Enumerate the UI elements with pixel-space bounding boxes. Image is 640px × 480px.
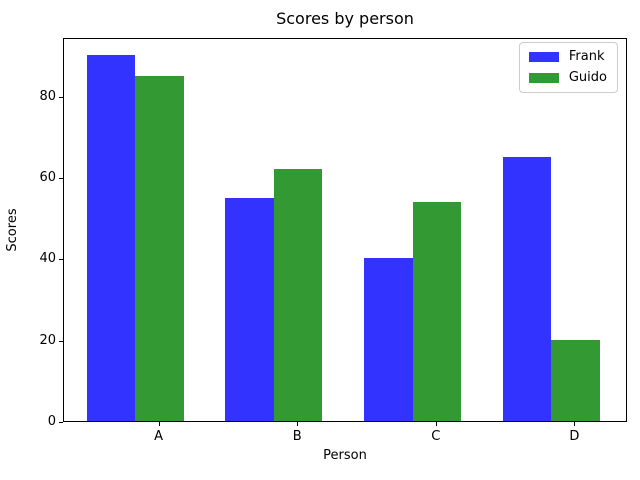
bar-guido-b bbox=[273, 169, 323, 421]
bar-guido-a bbox=[135, 75, 184, 421]
y-axis-label: Scores bbox=[5, 208, 20, 252]
legend-swatch-guido bbox=[528, 73, 559, 83]
y-tick-mark-40 bbox=[59, 259, 63, 261]
bar-guido-c bbox=[412, 201, 462, 421]
y-tick-label-40: 40 bbox=[39, 251, 56, 267]
x-tick-label-a: A bbox=[154, 429, 164, 444]
chart-title: Scores by person bbox=[276, 9, 414, 28]
x-tick-mark-a bbox=[158, 422, 160, 426]
y-tick-label-0: 0 bbox=[47, 414, 56, 429]
bar-guido-d bbox=[551, 339, 600, 421]
y-tick-label-60: 60 bbox=[39, 170, 56, 186]
x-tick-mark-b bbox=[297, 422, 299, 426]
legend-label-frank: Frank bbox=[568, 49, 605, 64]
y-tick-mark-20 bbox=[59, 340, 63, 342]
legend: Frank Guido bbox=[518, 42, 618, 93]
x-tick-label-c: C bbox=[431, 429, 441, 444]
x-tick-mark-d bbox=[574, 422, 576, 426]
x-tick-label-b: B bbox=[292, 429, 302, 444]
y-tick-label-20: 20 bbox=[39, 332, 56, 348]
y-tick-label-80: 80 bbox=[39, 88, 56, 104]
y-tick-mark-80 bbox=[59, 96, 63, 98]
plot-area: Frank Guido bbox=[63, 38, 627, 422]
bar-frank-c bbox=[364, 258, 413, 421]
x-tick-label-d: D bbox=[569, 429, 580, 444]
legend-item-frank: Frank bbox=[528, 49, 607, 65]
bar-frank-d bbox=[502, 156, 552, 421]
x-axis-label: Person bbox=[323, 448, 367, 463]
x-tick-mark-c bbox=[435, 422, 437, 426]
bar-frank-b bbox=[225, 197, 274, 421]
legend-label-guido: Guido bbox=[568, 70, 607, 85]
y-tick-mark-60 bbox=[59, 178, 63, 180]
bar-frank-a bbox=[86, 55, 136, 421]
y-tick-mark-0 bbox=[59, 422, 63, 423]
legend-item-guido: Guido bbox=[528, 70, 607, 86]
legend-swatch-frank bbox=[528, 52, 559, 62]
